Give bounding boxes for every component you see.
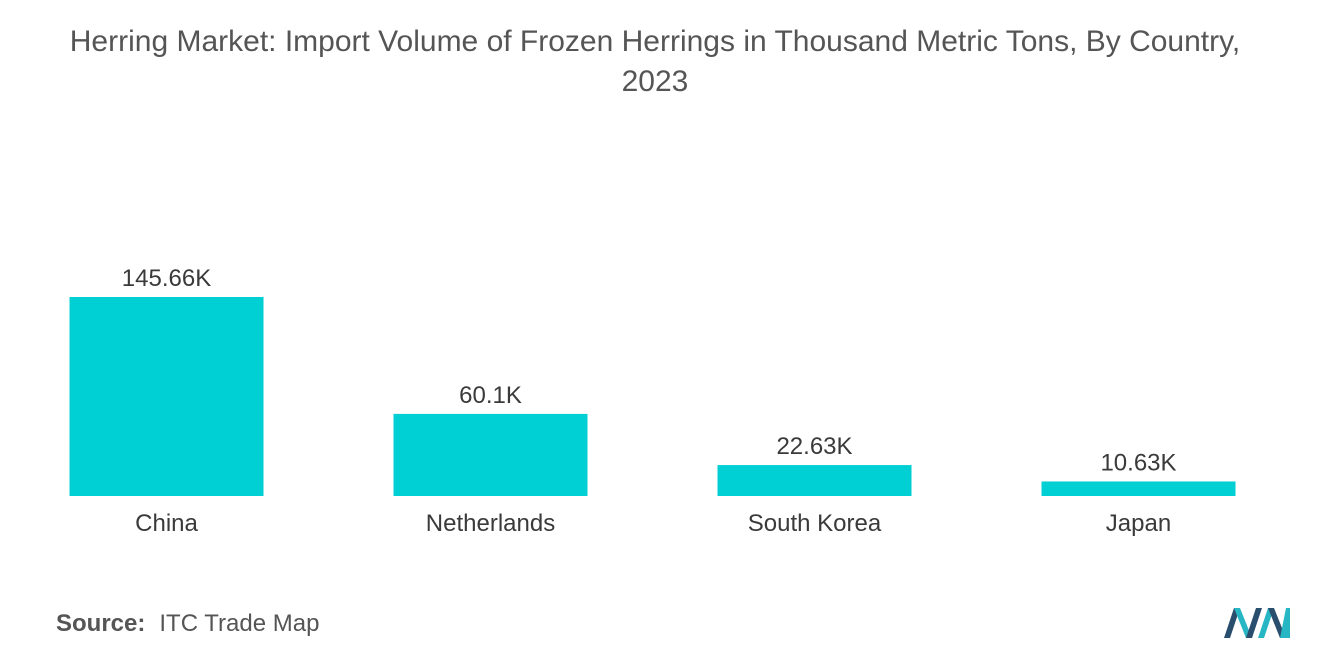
mordor-intelligence-logo <box>1224 608 1290 638</box>
chart-title-line-2: 2023 <box>621 65 689 98</box>
bar-japan <box>1041 481 1236 496</box>
bar-netherlands <box>393 413 588 496</box>
data-label: 22.63K <box>776 433 852 460</box>
source-label: Source: <box>56 610 146 637</box>
chart-title-line-1: Herring Market: Import Volume of Frozen … <box>69 25 1241 58</box>
x-tick-label: Japan <box>1106 510 1171 537</box>
bar-china <box>69 297 264 496</box>
bar-south-korea <box>717 465 912 496</box>
data-label: 60.1K <box>459 382 522 409</box>
data-label: 145.66K <box>122 265 211 292</box>
x-tick-label: South Korea <box>748 510 882 537</box>
bar-chart: 145.66K China 60.1K Netherlands 22.63K South … <box>69 265 1236 537</box>
source-note: Source: ITC Trade Map <box>56 610 319 638</box>
chart-title: Herring Market: Import Volume of Frozen … <box>0 22 1310 102</box>
x-tick-label: China <box>135 510 198 537</box>
data-label: 10.63K <box>1100 449 1176 476</box>
source-text: ITC Trade Map <box>159 610 320 637</box>
x-tick-label: Netherlands <box>426 510 555 537</box>
